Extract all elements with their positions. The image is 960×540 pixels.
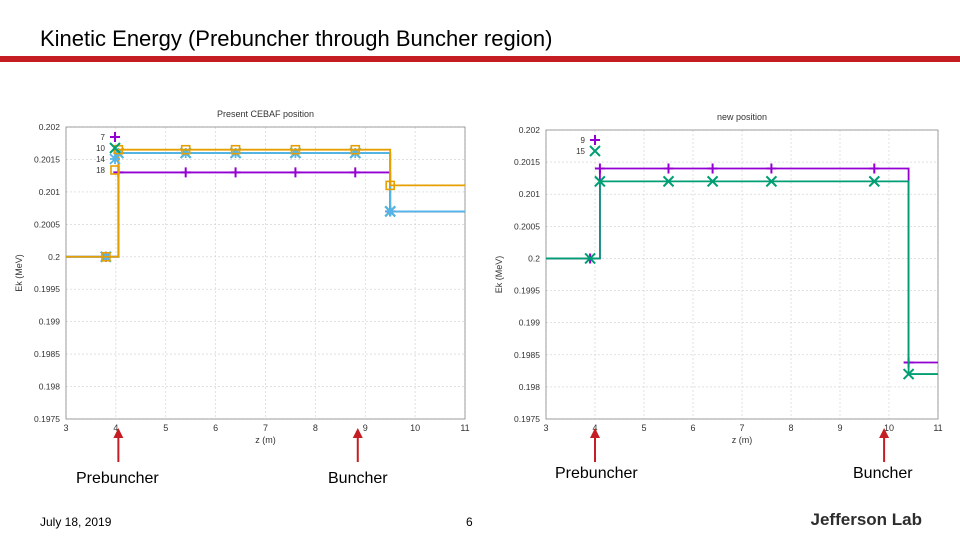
data-point [230,167,241,178]
data-point [868,175,881,188]
series-18 [66,144,465,262]
series-line [66,148,465,258]
legend-label: 9 [581,136,586,145]
y-tick-label: 0.1995 [34,284,60,294]
legend-marker [109,153,121,165]
y-tick-label: 0.2005 [514,221,540,231]
caption-left-prebuncher: Prebuncher [76,470,159,487]
y-tick-label: 0.199 [39,317,61,327]
x-tick-label: 8 [313,423,318,433]
x-tick-label: 5 [641,423,646,433]
caption-right-prebuncher: Prebuncher [555,465,638,482]
plot-frame [65,126,466,420]
data-point [707,163,718,174]
y-tick-label: 0.198 [519,382,541,392]
x-tick-label: 10 [410,423,420,433]
y-tick-label: 0.199 [519,318,541,328]
data-point [594,175,606,188]
x-tick-label: 3 [63,423,68,433]
caption-right-buncher: Buncher [853,465,913,482]
legend-label: 18 [96,166,105,175]
data-point [662,175,675,188]
y-tick-label: 0.198 [39,382,61,392]
x-tick-label: 9 [363,423,368,433]
y-tick-label: 0.201 [39,187,61,197]
y-tick-label: 0.202 [39,122,61,132]
series-15 [546,175,938,380]
y-tick-label: 0.2 [528,253,540,263]
caption-left-buncher: Buncher [328,470,388,487]
x-tick-label: 11 [933,423,942,433]
legend-label: 7 [101,133,106,142]
y-tick-label: 0.1985 [34,349,60,359]
chart-new-position: new position 3 4 5 6 7 8 9 10 11 0.1975 0.198 0.1985… [490,100,950,455]
y-tick-label: 0.2 [48,252,60,262]
chart-title: new position [717,112,767,122]
legend-marker [589,145,601,157]
x-tick-label: 3 [543,423,548,433]
data-point [290,144,301,155]
y-tick-label: 0.1995 [514,286,540,296]
data-point [384,205,396,217]
x-tick-label: 6 [690,423,695,433]
data-point [869,163,880,174]
legend-label: 15 [576,147,585,156]
x-tick-label: 8 [788,423,793,433]
series-line [546,167,938,364]
data-point [350,144,361,155]
x-tick-label: 4 [113,423,118,433]
x-tick-label: 10 [884,423,894,433]
y-axis-label: Ek (MeV) [14,254,24,292]
y-tick-label: 0.2015 [514,157,540,167]
data-point [706,175,719,188]
data-point [230,144,241,155]
x-tick-label: 4 [592,423,597,433]
chart-svg: new position 3 4 5 6 7 8 9 10 11 0.1975 0.198 0.1985… [494,112,943,445]
data-point [180,144,191,155]
y-tick-label: 0.1985 [514,350,540,360]
title-rule [0,56,960,62]
x-axis-label: z (m) [732,435,753,445]
data-point [584,252,596,265]
data-point [101,251,111,262]
x-axis-label: z (m) [255,435,276,445]
x-tick-label: 6 [213,423,218,433]
x-tick-label: 9 [837,423,842,433]
data-point [350,167,361,178]
data-point [290,167,301,178]
y-tick-label: 0.2005 [34,219,60,229]
legend-marker [110,132,120,142]
jefferson-lab-logo: Jefferson Lab [810,510,922,529]
slide-date: July 18, 2019 [40,515,112,529]
x-tick-label: 7 [263,423,268,433]
data-point [180,167,191,178]
chart-svg: Present CEBAF position 3 4 5 6 7 8 9 10 11 0.1975 0… [14,109,470,445]
data-point [663,163,674,174]
data-point [765,175,778,188]
legend-marker [109,142,121,154]
y-tick-label: 0.1975 [514,414,540,424]
x-tick-label: 7 [739,423,744,433]
x-tick-label: 5 [163,423,168,433]
y-tick-label: 0.1975 [34,414,60,424]
plot-frame [545,129,939,420]
x-tick-label: 11 [460,423,469,433]
slide-title: Kinetic Energy (Prebuncher through Bunch… [40,26,553,51]
data-point [902,368,915,380]
y-tick-label: 0.2015 [34,154,60,164]
legend-marker [110,165,120,175]
data-point [594,163,605,174]
chart-present-position: Present CEBAF position 3 4 5 6 7 8 9 10 11 0.1975 0… [0,100,470,455]
y-tick-label: 0.202 [519,125,541,135]
chart-title: Present CEBAF position [217,109,314,119]
data-point [766,163,777,174]
y-tick-label: 0.201 [519,189,541,199]
legend-marker [590,135,600,145]
legend-label: 14 [96,155,105,164]
y-axis-label: Ek (MeV) [494,256,504,294]
legend-label: 10 [96,144,105,153]
page-number: 6 [466,515,473,529]
data-point [385,180,395,191]
